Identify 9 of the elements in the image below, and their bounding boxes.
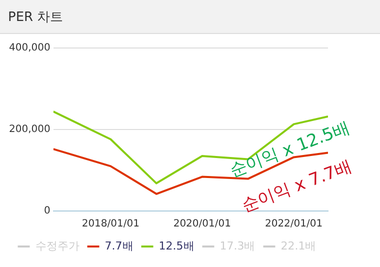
y-tick-label: 400,000: [8, 42, 50, 54]
y-tick-label: 0: [44, 206, 50, 217]
y-tick-label: 200,000: [8, 124, 50, 136]
x-tick-label: 2020/01/01: [173, 218, 231, 230]
x-tick-label: 2018/01/01: [82, 218, 140, 230]
chart-title: PER 차트: [8, 8, 64, 26]
legend-label: 12.5배: [158, 239, 194, 252]
legend-label: 7.7배: [104, 239, 134, 252]
x-tick-label: 2022/01/01: [264, 218, 323, 230]
